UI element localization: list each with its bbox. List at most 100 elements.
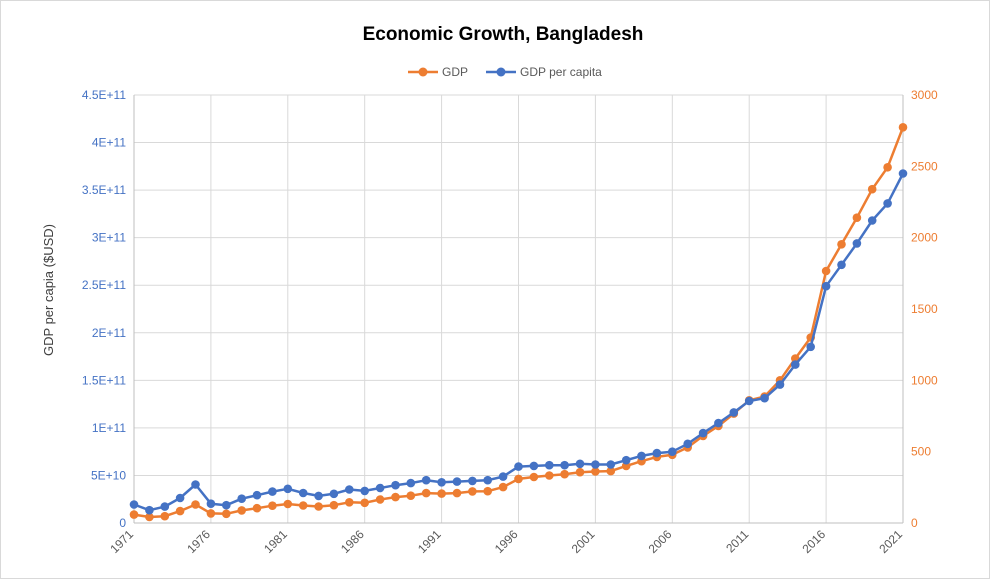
data-point-gdp [345,498,354,507]
data-point-gdp-per-capita [252,490,262,500]
y-left-tick-label: 2E+11 [92,326,126,340]
x-tick-label: 1971 [107,527,136,556]
data-point-gdp [406,491,416,501]
data-point-gdp [606,466,616,476]
legend-gdp-per-capita-marker [496,67,506,77]
data-point-gdp [298,501,308,510]
data-point-gdp-per-capita [698,428,708,438]
y-left-tick-label: 1E+11 [92,421,126,435]
y-right-tick-label: 1500 [911,302,938,316]
y-left-tick-label: 3.5E+11 [82,183,126,197]
y-axis-left-ticks: 0 5E+10 1E+11 1.5E+11 2E+11 2.5E+11 3E+11 3.5E+… [82,88,126,530]
data-point-gdp-per-capita [883,199,892,208]
x-axis-ticks: 1971 1976 1981 1986 1991 1996 2001 2006 2011 2016… [107,527,905,556]
chart-title: Economic Growth, Bangladesh [363,24,644,45]
data-point-gdp [145,512,154,522]
data-point-gdp [222,509,231,519]
legend: GDP GDP per capita [408,65,602,79]
data-point-gdp-per-capita [791,360,800,369]
data-point-gdp-per-capita [237,494,246,504]
data-point-gdp-per-capita [329,489,339,499]
data-point-gdp [329,500,339,510]
data-point-gdp [391,492,400,502]
data-point-gdp [175,506,185,516]
data-point-gdp-per-capita [175,493,185,503]
legend-gdp-label: GDP [442,65,468,79]
data-point-gdp-per-capita [483,475,493,485]
data-point-gdp-per-capita [852,239,862,248]
data-point-gdp [837,240,846,249]
data-point-gdp [468,487,477,496]
legend-gdp-per-capita-label: GDP per capita [520,65,602,79]
data-point-gdp [898,123,908,132]
data-point-gdp [867,184,877,194]
data-point-gdp [437,489,446,498]
x-tick-label: 2011 [723,527,751,555]
data-point-gdp-per-capita [498,472,508,481]
data-point-gdp-per-capita [421,475,431,485]
y-left-tick-label: 5E+10 [91,468,126,482]
y-axis-left-title: GDP per capia ($USD) [41,224,56,356]
series-gdp [129,123,908,522]
axes [133,95,904,524]
data-point-gdp-per-capita [637,451,646,461]
data-point-gdp-per-capita [160,502,170,511]
data-point-gdp [191,500,200,509]
x-tick-label: 1991 [415,527,444,556]
data-point-gdp-per-capita [729,408,739,417]
data-point-gdp [514,474,523,484]
data-point-gdp [129,510,139,519]
data-point-gdp-per-capita [375,483,385,493]
data-point-gdp-per-capita [545,460,554,470]
data-point-gdp-per-capita [222,500,231,510]
data-point-gdp-per-capita [821,281,831,291]
data-point-gdp [529,472,539,482]
x-tick-label: 1996 [492,527,521,556]
data-point-gdp-per-capita [437,478,446,487]
data-point-gdp-per-capita [575,459,585,469]
x-tick-label: 2016 [799,527,828,556]
y-left-tick-label: 0 [119,516,126,530]
x-tick-label: 1981 [261,527,290,556]
data-point-gdp [498,482,508,492]
data-point-gdp-per-capita [468,476,477,486]
data-point-gdp-per-capita [391,480,400,490]
data-point-gdp [268,501,277,511]
y-right-tick-label: 2500 [911,159,938,173]
y-right-tick-label: 3000 [911,88,938,102]
data-point-gdp-per-capita [606,460,616,469]
series-layer [129,123,908,522]
data-point-gdp-per-capita [744,396,754,406]
y-right-tick-label: 2000 [911,231,938,245]
y-left-tick-label: 1.5E+11 [82,373,126,387]
data-point-gdp-per-capita [360,486,370,496]
data-point-gdp-per-capita [145,505,154,515]
y-right-tick-label: 500 [911,445,931,459]
data-point-gdp-per-capita [898,169,908,178]
data-point-gdp [360,498,370,508]
series-gdp-per-capita [129,169,908,515]
data-point-gdp [252,503,262,513]
data-point-gdp-per-capita [806,342,815,352]
data-point-gdp-per-capita [668,447,677,457]
data-point-gdp [206,509,216,518]
data-point-gdp [545,471,554,480]
data-point-gdp [314,502,323,511]
data-point-gdp [421,488,431,498]
data-point-gdp-per-capita [683,439,692,449]
data-point-gdp-per-capita [652,448,662,458]
x-tick-label: 2001 [569,527,598,556]
data-point-gdp-per-capita [867,216,877,225]
y-left-tick-label: 2.5E+11 [82,278,126,292]
data-point-gdp-per-capita [760,393,769,403]
data-point-gdp-per-capita [129,500,139,509]
y-left-tick-label: 3E+11 [92,231,126,245]
data-point-gdp-per-capita [560,460,569,470]
data-point-gdp-per-capita [314,491,323,501]
data-point-gdp-per-capita [283,484,293,494]
data-point-gdp [283,499,293,509]
data-point-gdp [483,486,493,496]
data-point-gdp [575,467,585,477]
data-point-gdp-per-capita [714,418,723,428]
